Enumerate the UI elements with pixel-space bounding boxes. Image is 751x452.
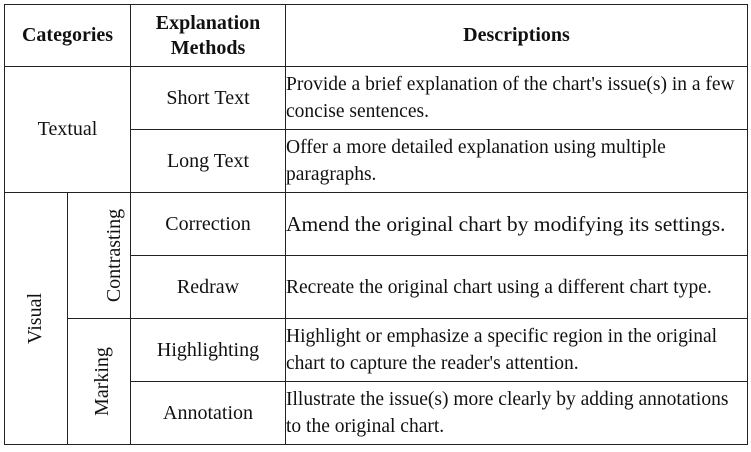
method-highlighting: Highlighting (130, 318, 287, 382)
description-long-text: Offer a more detailed explanation using … (285, 129, 749, 193)
subcategory-marking: Marking (66, 318, 132, 445)
subcategory-marking-label: Marking (90, 347, 113, 416)
category-textual: Textual (3, 66, 132, 193)
header-methods-line1: Explanation (155, 11, 261, 34)
method-short-text: Short Text (130, 66, 287, 130)
header-methods-line2: Methods (170, 36, 246, 59)
table-row: Visual Contrasting Correction Amend the … (4, 192, 749, 445)
description-short-text: Provide a brief explanation of the chart… (285, 66, 749, 130)
category-visual: Visual (4, 192, 68, 445)
description-highlighting: Highlight or emphasize a specific region… (285, 318, 749, 382)
method-annotation: Annotation (130, 381, 287, 445)
table-row: Textual Short Text Provide a brief expla… (3, 66, 749, 193)
description-correction: Amend the original chart by modifying it… (285, 192, 749, 256)
method-correction: Correction (130, 192, 287, 256)
subcategory-contrasting-label: Contrasting (103, 208, 126, 303)
header-explanation-methods: Explanation Methods (130, 4, 287, 67)
header-descriptions: Descriptions (285, 4, 749, 67)
description-redraw: Recreate the original chart using a diff… (285, 255, 749, 319)
subcategory-contrasting: Contrasting (66, 192, 132, 319)
header-row: Categories Explanation Methods Descripti… (3, 4, 749, 67)
table-row: Marking Highlighting Highlight or emphas… (5, 318, 749, 445)
method-long-text: Long Text (130, 129, 287, 193)
table-row: Annotation Illustrate the issue(s) more … (5, 381, 749, 445)
explanation-methods-table: Categories Explanation Methods Descripti… (3, 4, 749, 445)
table-row: Long Text Offer a more detailed explanat… (5, 129, 749, 193)
table-row: Redraw Recreate the original chart using… (5, 255, 749, 319)
category-visual-label: Visual (24, 292, 47, 345)
description-annotation: Illustrate the issue(s) more clearly by … (285, 381, 749, 445)
method-redraw: Redraw (130, 255, 287, 319)
header-categories: Categories (3, 4, 132, 67)
